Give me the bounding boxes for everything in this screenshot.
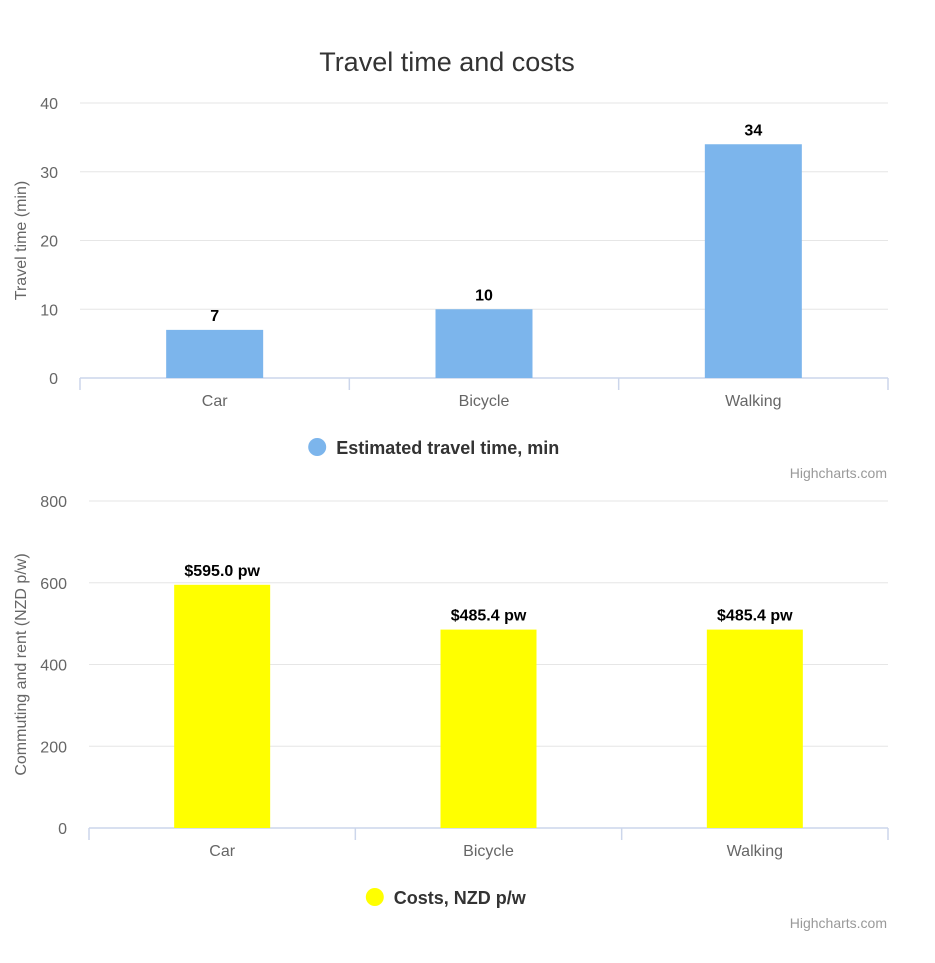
bar xyxy=(440,629,537,828)
data-label: 34 xyxy=(744,122,762,139)
bar xyxy=(435,309,533,378)
data-label: $485.4 pw xyxy=(451,608,527,625)
legend-marker xyxy=(308,438,327,456)
legend-label: Estimated travel time, min xyxy=(336,438,559,458)
credits-label: Highcharts.com xyxy=(790,465,887,481)
x-tick-label: Walking xyxy=(725,393,781,410)
y-tick-label: 600 xyxy=(40,576,67,593)
y-tick-label: 200 xyxy=(40,739,67,756)
data-label: $485.4 pw xyxy=(717,608,793,625)
bar xyxy=(706,629,803,828)
x-tick-label: Car xyxy=(209,843,235,860)
data-label: $595.0 pw xyxy=(184,563,260,580)
bar xyxy=(174,584,271,828)
y-tick-label: 20 xyxy=(40,234,58,251)
bar xyxy=(166,329,264,378)
y-tick-label: 10 xyxy=(40,302,58,319)
legend-label: Costs, NZD p/w xyxy=(394,888,527,908)
x-tick-label: Car xyxy=(202,393,228,410)
data-label: 7 xyxy=(210,308,219,325)
data-label: 10 xyxy=(475,287,493,304)
y-axis-title: Travel time (min) xyxy=(13,181,30,300)
chart-title: Travel time and costs xyxy=(319,47,575,77)
y-tick-label: 800 xyxy=(40,494,67,511)
y-tick-label: 0 xyxy=(49,371,58,388)
x-tick-label: Bicycle xyxy=(459,393,510,410)
chart-2: 0 200 400 600 800 Commuting and rent (NZD p/w… xyxy=(13,494,889,931)
legend-marker xyxy=(365,888,384,906)
x-tick-label: Bicycle xyxy=(463,843,514,860)
chart-1: Travel time and costs 0 10 20 30 40 Travel tim… xyxy=(13,47,889,481)
bar xyxy=(704,144,802,378)
credits-label: Highcharts.com xyxy=(790,915,887,931)
y-tick-label: 0 xyxy=(58,821,67,838)
y-axis-title: Commuting and rent (NZD p/w) xyxy=(13,553,30,775)
y-tick-label: 30 xyxy=(40,165,58,182)
y-tick-label: 40 xyxy=(40,96,58,113)
y-tick-label: 400 xyxy=(40,658,67,675)
x-tick-label: Walking xyxy=(727,843,783,860)
